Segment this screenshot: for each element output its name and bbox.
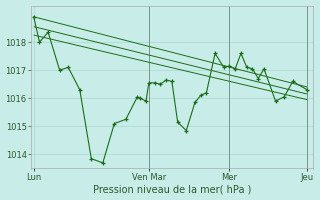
X-axis label: Pression niveau de la mer( hPa ): Pression niveau de la mer( hPa )	[93, 184, 251, 194]
